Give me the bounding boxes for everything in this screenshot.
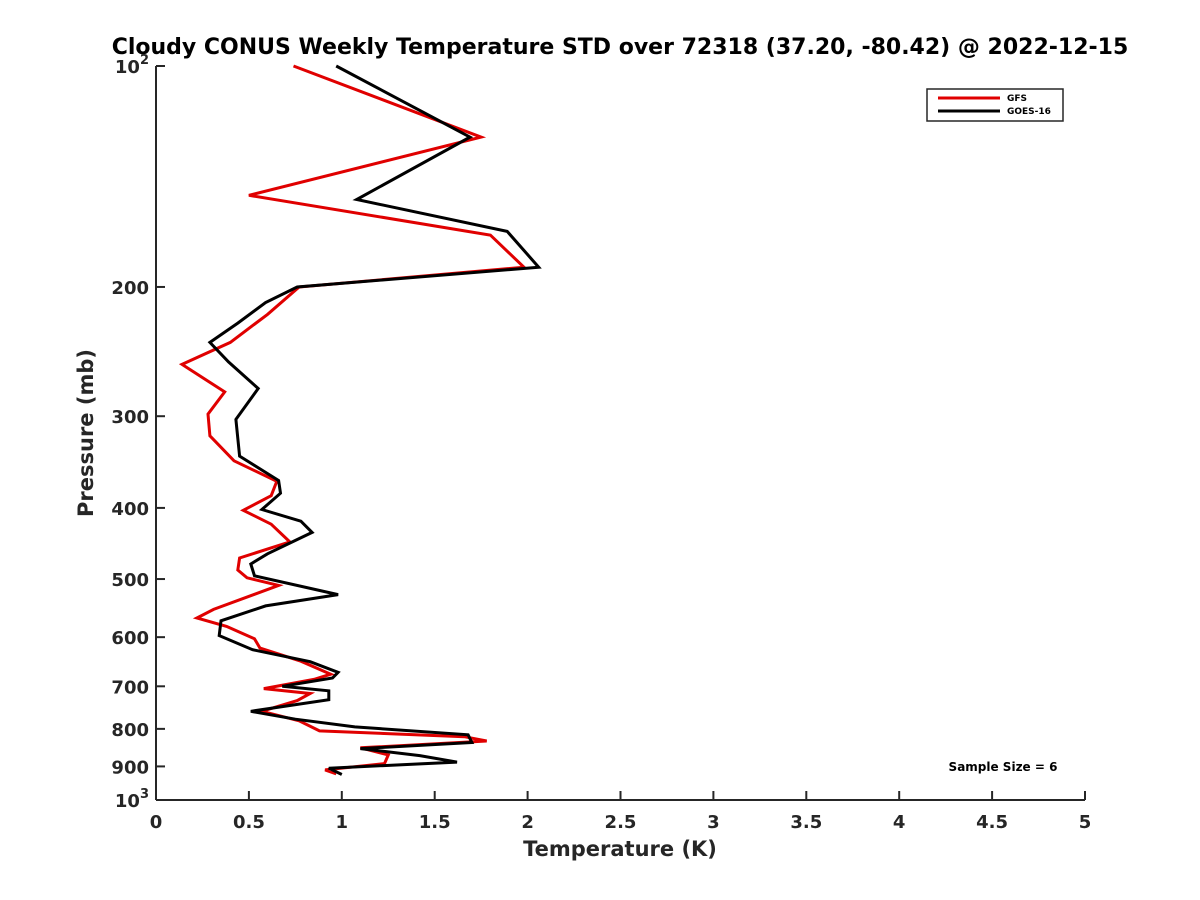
plot-lines [178,64,542,776]
legend-box [926,88,1064,122]
x-tick-label: 2 [521,812,534,833]
x-tick-label: 1.5 [419,812,451,833]
axes [155,66,1085,801]
x-tick-label: 2.5 [605,812,637,833]
x-tick-label: 3 [707,812,720,833]
x-tick-label: 0 [150,812,163,833]
ticks: 0 0.5 1 1.5 2 2.5 3 3.5 4 4.5 5 102 200 300 400 500 600 7… [111,53,1091,833]
x-tick-label: 1 [336,812,349,833]
chart-title: Cloudy CONUS Weekly Temperature STD over… [112,35,1129,60]
x-tick-label: 5 [1079,812,1092,833]
x-tick-label: 4.5 [976,812,1008,833]
x-tick-label: 3.5 [790,812,822,833]
legend: GFS GOES-16 [926,88,1064,122]
sample-size-annotation: Sample Size = 6 [949,760,1058,774]
y-tick-label: 103 [115,787,149,812]
x-axis-label: Temperature (K) [523,837,717,861]
y-tick-label: 300 [111,407,149,428]
legend-label: GFS [1007,94,1027,104]
x-tick-label: 4 [893,812,906,833]
y-tick-label: 500 [111,570,149,591]
y-tick-label: 400 [111,499,149,520]
series-line-goes-16 [207,64,542,776]
series-line-gfs [178,64,528,776]
y-tick-label: 200 [111,278,149,299]
y-axis-label: Pressure (mb) [74,349,98,517]
y-tick-label: 700 [111,677,149,698]
x-tick-label: 0.5 [233,812,265,833]
legend-label: GOES-16 [1007,107,1051,117]
y-tick-label: 900 [111,757,149,778]
y-tick-label: 102 [115,53,149,78]
y-tick-label: 800 [111,720,149,741]
y-tick-label: 600 [111,628,149,649]
